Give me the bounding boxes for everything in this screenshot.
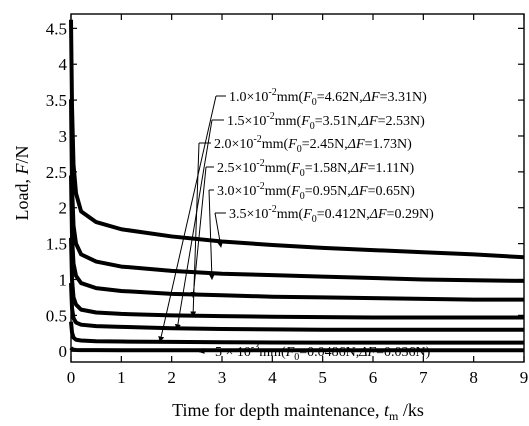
- y-tick-label: 4.5: [46, 19, 67, 38]
- x-tick-label: 0: [67, 368, 76, 387]
- leader-arrow: [214, 212, 224, 248]
- series-line-2-0: [69, 175, 524, 302]
- x-tick-label: 5: [318, 368, 327, 387]
- leader-arrow: [198, 347, 211, 354]
- x-axis-label-var: t: [384, 400, 390, 420]
- x-tick-label: 9: [520, 368, 529, 387]
- y-tick-label: 0: [59, 342, 68, 361]
- x-tick-label: 7: [419, 368, 428, 387]
- x-tick-label: 3: [218, 368, 227, 387]
- x-axis-label: Time for depth maintenance, tm /ks: [172, 400, 424, 423]
- leader-arrow: [158, 95, 217, 343]
- series-line-2-5: [69, 237, 524, 320]
- x-axis-label-sub: m: [389, 409, 399, 423]
- legend-annotation-3-5: 3.5×10-2mm(F0=0.412N,ΔF=0.29N): [214, 204, 434, 248]
- x-tick-label: 2: [167, 368, 176, 387]
- legend-annotation-1-5: 1.5×10-2mm(F0=3.51N,ΔF=2.53N): [174, 111, 425, 331]
- y-tick-label: 2: [59, 199, 68, 218]
- y-tick-label: 4: [59, 55, 68, 74]
- y-axis-label-unit: /N: [12, 146, 32, 164]
- legend-label-text: 1.5×10-2mm(F0=3.51N,ΔF=2.53N): [227, 111, 425, 132]
- legend-annotation-2-0: 2.0×10-2mm(F0=2.45N,ΔF=1.73N): [190, 134, 412, 318]
- legend-annotation-1-0: 1.0×10-2mm(F0=4.62N,ΔF=3.31N): [158, 87, 427, 343]
- legend-annotation-2-5: 2.5×10-2mm(F0=1.58N,ΔF=1.11N): [190, 158, 415, 299]
- legend-annotations: 1.0×10-2mm(F0=4.62N,ΔF=3.31N) 1.5×10-2mm(…: [158, 87, 434, 363]
- series-line-3-5: [69, 321, 524, 345]
- legend-label-text: 3.0×10-2mm(F0=0.95N,ΔF=0.65N): [217, 181, 415, 202]
- tick-layer: 0 1 2 3 4 5 6 7 8 9 0 0.5 1 1.5 2 2.5 3 3.5 4 4.5: [46, 14, 529, 387]
- series-line-1-5: [69, 99, 525, 283]
- y-tick-label: 2.5: [46, 163, 67, 182]
- legend-annotation-3-0: 3.0×10-2mm(F0=0.95N,ΔF=0.65N): [208, 181, 415, 281]
- series-line-3-0: [69, 282, 524, 332]
- series-line-5: [69, 346, 524, 353]
- leader-arrow: [174, 119, 213, 331]
- legend-annotation-5: 5 × 10-3mm(F0=0.0486N,ΔF=0.036N): [198, 342, 431, 363]
- legend-label-text: 3.5×10-2mm(F0=0.412N,ΔF=0.29N): [229, 204, 434, 225]
- x-axis-label-prefix: Time for depth maintenance,: [172, 400, 384, 420]
- y-axis-label-prefix: Load,: [12, 175, 32, 221]
- series-layer: [69, 19, 525, 353]
- leader-arrow: [208, 189, 215, 281]
- plot-frame: [70, 13, 525, 363]
- x-tick-label: 4: [268, 368, 277, 387]
- legend-label-text: 2.0×10-2mm(F0=2.45N,ΔF=1.73N): [214, 134, 412, 155]
- y-tick-label: 3.5: [46, 91, 67, 110]
- legend-label-text: 2.5×10-2mm(F0=1.58N,ΔF=1.11N): [217, 158, 415, 179]
- x-tick-label: 6: [369, 368, 378, 387]
- x-axis-label-unit: /ks: [398, 400, 424, 420]
- axes-frame: [70, 13, 525, 363]
- legend-label-text: 5 × 10-3mm(F0=0.0486N,ΔF=0.036N): [215, 342, 431, 363]
- series-line-1-0: [69, 19, 525, 260]
- leader-arrow: [190, 166, 207, 299]
- y-tick-label: 1: [59, 270, 68, 289]
- y-axis-label: Load, F/N: [12, 146, 32, 221]
- y-tick-label: 1.5: [46, 235, 67, 254]
- x-tick-label: 8: [469, 368, 478, 387]
- y-tick-label: 0.5: [46, 306, 67, 325]
- x-tick-label: 1: [117, 368, 126, 387]
- legend-label-text: 1.0×10-2mm(F0=4.62N,ΔF=3.31N): [229, 87, 427, 108]
- y-axis-label-var: F: [12, 163, 32, 176]
- y-tick-label: 3: [59, 127, 68, 146]
